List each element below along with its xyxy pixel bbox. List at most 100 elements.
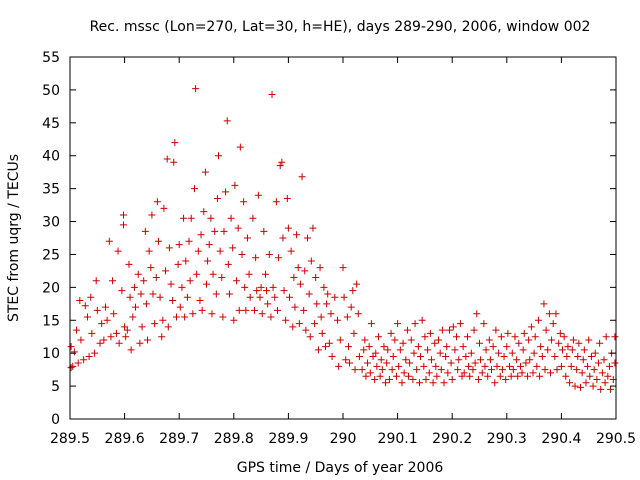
- data-point: [122, 333, 130, 341]
- data-point: [193, 270, 201, 278]
- data-point: [489, 343, 497, 351]
- data-point: [463, 333, 471, 341]
- data-point: [257, 283, 265, 291]
- data-point: [182, 257, 190, 265]
- data-point: [564, 343, 572, 351]
- data-point: [153, 198, 161, 206]
- data-point: [366, 369, 374, 377]
- data-point: [546, 369, 554, 377]
- data-point: [309, 224, 317, 232]
- data-point: [549, 320, 557, 328]
- data-point: [411, 320, 419, 328]
- data-point: [391, 336, 399, 344]
- data-point: [541, 366, 549, 374]
- data-point: [426, 329, 434, 337]
- data-point: [580, 346, 588, 354]
- data-point: [87, 293, 95, 301]
- data-point: [558, 346, 566, 354]
- data-point: [189, 310, 197, 318]
- data-point: [118, 287, 126, 295]
- data-point: [240, 198, 248, 206]
- data-point: [595, 359, 603, 367]
- data-point: [340, 293, 348, 301]
- data-point: [203, 280, 210, 288]
- data-point: [527, 323, 535, 331]
- data-point: [114, 247, 122, 255]
- data-point: [495, 349, 503, 357]
- data-point: [522, 359, 530, 367]
- data-point: [420, 362, 428, 370]
- data-point: [229, 244, 237, 252]
- data-point: [223, 117, 231, 125]
- data-point: [156, 293, 164, 301]
- data-point: [269, 283, 277, 291]
- y-tick-label: 10: [42, 346, 60, 362]
- data-point: [544, 346, 552, 354]
- data-point: [563, 352, 571, 360]
- data-point: [253, 287, 261, 295]
- x-tick-label: 290.5: [596, 431, 636, 447]
- data-point: [350, 329, 358, 337]
- data-point: [145, 247, 153, 255]
- data-point: [477, 356, 485, 364]
- plot-points: [67, 85, 619, 393]
- data-point: [85, 352, 93, 360]
- data-point: [201, 168, 209, 176]
- data-point: [172, 313, 180, 321]
- data-point: [436, 349, 444, 357]
- data-point: [192, 85, 200, 93]
- data-point: [481, 362, 489, 370]
- data-point: [462, 352, 470, 360]
- y-tick-label: 35: [42, 182, 60, 198]
- data-point: [531, 333, 539, 341]
- data-point: [437, 366, 445, 374]
- data-point: [508, 349, 516, 357]
- data-point: [325, 339, 333, 347]
- data-point: [93, 306, 101, 314]
- data-point: [314, 346, 322, 354]
- data-point: [209, 270, 217, 278]
- data-point: [159, 316, 167, 324]
- data-point: [231, 181, 239, 189]
- data-point: [346, 359, 354, 367]
- data-point: [598, 369, 606, 377]
- data-point: [605, 362, 613, 370]
- data-point: [611, 333, 619, 341]
- data-point: [538, 352, 546, 360]
- data-point: [395, 362, 403, 370]
- data-point: [74, 359, 82, 367]
- data-point: [469, 366, 477, 374]
- data-point: [440, 379, 448, 387]
- y-tick-label: 30: [42, 215, 60, 231]
- data-point: [197, 231, 205, 239]
- data-point: [81, 302, 89, 310]
- data-point: [342, 356, 350, 364]
- data-point: [134, 270, 142, 278]
- data-point: [123, 326, 131, 334]
- data-point: [260, 227, 268, 235]
- data-point: [112, 329, 120, 337]
- data-point: [467, 349, 475, 357]
- data-point: [160, 204, 168, 212]
- data-point: [296, 280, 304, 288]
- data-point: [96, 339, 104, 347]
- data-point: [456, 320, 464, 328]
- data-point: [194, 247, 202, 255]
- data-point: [473, 310, 481, 318]
- x-tick-label: 289.9: [268, 431, 308, 447]
- y-tick-label: 0: [51, 412, 60, 428]
- data-point: [290, 273, 298, 281]
- data-point: [169, 297, 177, 305]
- data-point: [334, 316, 342, 324]
- data-point: [120, 211, 128, 219]
- data-point: [70, 348, 78, 356]
- data-point: [312, 273, 320, 281]
- data-point: [589, 382, 597, 390]
- data-point: [136, 339, 144, 347]
- data-point: [227, 214, 235, 222]
- data-point: [449, 323, 457, 331]
- data-point: [560, 333, 568, 341]
- chart-title: Rec. mssc (Lon=270, Lat=30, h=HE), days …: [90, 19, 591, 35]
- data-point: [513, 356, 521, 364]
